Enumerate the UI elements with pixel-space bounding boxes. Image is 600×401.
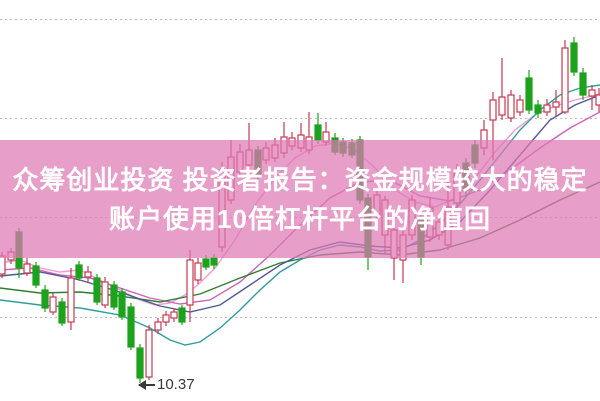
headline-line-1: 众筹创业投资 投资者报告：资金规模较大的稳定: [12, 164, 588, 195]
headline-banner: 众筹创业投资 投资者报告：资金规模较大的稳定 账户使用10倍杠杆平台的净值回: [0, 140, 600, 258]
price-annotation-value: 10.37: [157, 376, 195, 393]
left-arrow-icon: [138, 379, 155, 390]
headline-line-2: 账户使用10倍杠杆平台的净值回: [109, 203, 491, 234]
price-annotation: 10.37: [138, 376, 195, 393]
